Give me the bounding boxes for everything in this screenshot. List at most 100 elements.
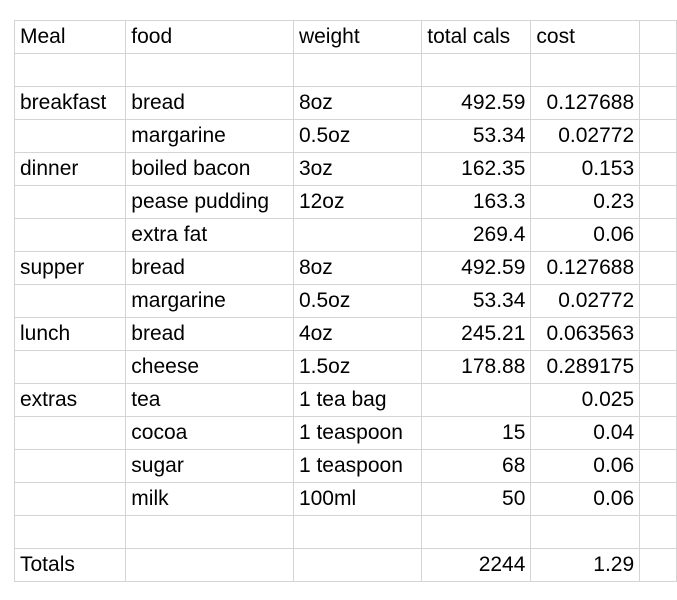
cell-cost[interactable]: 0.06 <box>530 482 641 516</box>
cell-total-cals[interactable]: 492.59 <box>421 251 532 285</box>
empty-cell[interactable] <box>639 449 677 483</box>
header-cell-food[interactable]: food <box>125 20 294 54</box>
cell-cost[interactable]: 0.02772 <box>530 119 641 153</box>
cell-total-cals[interactable] <box>421 383 532 417</box>
empty-cell[interactable] <box>639 20 677 54</box>
empty-cell[interactable] <box>639 350 677 384</box>
cell-cost[interactable]: 0.04 <box>530 416 641 450</box>
cell-weight[interactable]: 1 teaspoon <box>292 449 423 483</box>
cell-cost[interactable]: 0.23 <box>530 185 641 219</box>
cell-cost[interactable] <box>530 53 641 87</box>
empty-cell[interactable] <box>639 383 677 417</box>
cell-cost[interactable]: 0.02772 <box>530 284 641 318</box>
cell-weight[interactable] <box>292 218 423 252</box>
cell-weight[interactable]: 12oz <box>292 185 423 219</box>
cell-total-cals[interactable] <box>421 515 532 549</box>
cell-food[interactable]: bread <box>125 251 294 285</box>
cell-total-cals[interactable]: 50 <box>421 482 532 516</box>
cell-food[interactable]: margarine <box>125 284 294 318</box>
cell-weight[interactable] <box>292 515 423 549</box>
cell-food[interactable]: boiled bacon <box>125 152 294 186</box>
cell-meal[interactable]: Totals <box>13 548 127 582</box>
cell-total-cals[interactable]: 68 <box>421 449 532 483</box>
cell-total-cals[interactable]: 2244 <box>421 548 532 582</box>
cell-meal[interactable]: breakfast <box>13 86 127 120</box>
empty-cell[interactable] <box>639 251 677 285</box>
cell-weight[interactable]: 0.5oz <box>292 119 423 153</box>
cell-cost[interactable]: 0.063563 <box>530 317 641 351</box>
cell-food[interactable]: extra fat <box>125 218 294 252</box>
cell-total-cals[interactable]: 269.4 <box>421 218 532 252</box>
cell-total-cals[interactable]: 178.88 <box>421 350 532 384</box>
cell-meal[interactable] <box>13 218 127 252</box>
cell-food[interactable]: sugar <box>125 449 294 483</box>
cell-cost[interactable]: 0.153 <box>530 152 641 186</box>
cell-weight[interactable]: 8oz <box>292 86 423 120</box>
cell-cost[interactable]: 0.06 <box>530 449 641 483</box>
cell-total-cals[interactable]: 15 <box>421 416 532 450</box>
cell-food[interactable]: milk <box>125 482 294 516</box>
empty-cell[interactable] <box>639 119 677 153</box>
cell-meal[interactable] <box>13 350 127 384</box>
header-cell-total-cals[interactable]: total cals <box>421 20 532 54</box>
header-cell-cost[interactable]: cost <box>530 20 641 54</box>
cell-food[interactable]: margarine <box>125 119 294 153</box>
cell-cost[interactable]: 0.06 <box>530 218 641 252</box>
cell-food[interactable]: tea <box>125 383 294 417</box>
cell-weight[interactable] <box>292 53 423 87</box>
cell-total-cals[interactable]: 53.34 <box>421 284 532 318</box>
cell-meal[interactable]: dinner <box>13 152 127 186</box>
cell-food[interactable]: cocoa <box>125 416 294 450</box>
cell-meal[interactable] <box>13 119 127 153</box>
cell-meal[interactable] <box>13 482 127 516</box>
cell-meal[interactable] <box>13 416 127 450</box>
cell-total-cals[interactable]: 53.34 <box>421 119 532 153</box>
cell-food[interactable] <box>125 548 294 582</box>
cell-weight[interactable]: 3oz <box>292 152 423 186</box>
cell-total-cals[interactable] <box>421 53 532 87</box>
cell-food[interactable]: cheese <box>125 350 294 384</box>
cell-weight[interactable]: 4oz <box>292 317 423 351</box>
empty-cell[interactable] <box>639 152 677 186</box>
cell-meal[interactable] <box>13 515 127 549</box>
cell-cost[interactable] <box>530 515 641 549</box>
empty-cell[interactable] <box>639 317 677 351</box>
header-cell-meal[interactable]: Meal <box>13 20 127 54</box>
cell-meal[interactable]: supper <box>13 251 127 285</box>
empty-cell[interactable] <box>639 185 677 219</box>
cell-food[interactable]: pease pudding <box>125 185 294 219</box>
cell-weight[interactable]: 8oz <box>292 251 423 285</box>
cell-weight[interactable]: 1 teaspoon <box>292 416 423 450</box>
empty-cell[interactable] <box>639 482 677 516</box>
cell-cost[interactable]: 0.289175 <box>530 350 641 384</box>
cell-weight[interactable] <box>292 548 423 582</box>
cell-total-cals[interactable]: 492.59 <box>421 86 532 120</box>
empty-cell[interactable] <box>639 548 677 582</box>
cell-weight[interactable]: 1.5oz <box>292 350 423 384</box>
cell-cost[interactable]: 0.127688 <box>530 251 641 285</box>
cell-total-cals[interactable]: 163.3 <box>421 185 532 219</box>
empty-cell[interactable] <box>639 284 677 318</box>
cell-cost[interactable]: 0.025 <box>530 383 641 417</box>
cell-food[interactable] <box>125 515 294 549</box>
empty-cell[interactable] <box>639 515 677 549</box>
cell-food[interactable]: bread <box>125 317 294 351</box>
header-cell-weight[interactable]: weight <box>292 20 423 54</box>
cell-meal[interactable] <box>13 284 127 318</box>
cell-total-cals[interactable]: 245.21 <box>421 317 532 351</box>
cell-meal[interactable] <box>13 53 127 87</box>
cell-food[interactable] <box>125 53 294 87</box>
cell-meal[interactable] <box>13 449 127 483</box>
empty-cell[interactable] <box>639 86 677 120</box>
cell-weight[interactable]: 0.5oz <box>292 284 423 318</box>
empty-cell[interactable] <box>639 416 677 450</box>
cell-meal[interactable] <box>13 185 127 219</box>
cell-meal[interactable]: lunch <box>13 317 127 351</box>
cell-weight[interactable]: 100ml <box>292 482 423 516</box>
empty-cell[interactable] <box>639 218 677 252</box>
cell-weight[interactable]: 1 tea bag <box>292 383 423 417</box>
cell-total-cals[interactable]: 162.35 <box>421 152 532 186</box>
empty-cell[interactable] <box>639 53 677 87</box>
cell-cost[interactable]: 0.127688 <box>530 86 641 120</box>
cell-food[interactable]: bread <box>125 86 294 120</box>
